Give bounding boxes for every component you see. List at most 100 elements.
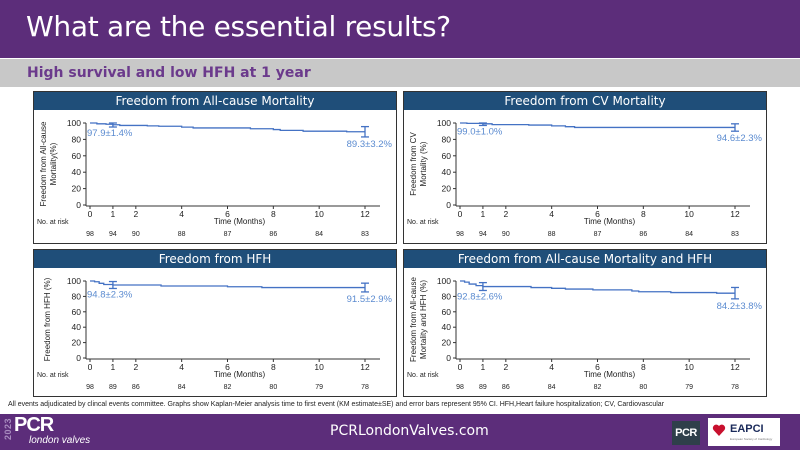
panel-title: Freedom from All-cause Mortality and HFH xyxy=(404,250,766,268)
y-tick-label: 100 xyxy=(67,118,81,128)
risk-count: 83 xyxy=(361,231,369,238)
x-tick-label: 4 xyxy=(549,362,554,372)
y-tick-label: 60 xyxy=(72,151,82,161)
km-curve xyxy=(90,122,365,133)
km-curve xyxy=(90,280,365,289)
x-tick-label: 8 xyxy=(641,362,646,372)
y-tick-label: 40 xyxy=(72,167,82,177)
logo-year: 2023 xyxy=(3,418,13,441)
y-tick-label: 40 xyxy=(442,167,452,177)
x-axis-label: Time (Months) xyxy=(584,370,636,379)
risk-table-label: No. at risk xyxy=(407,372,439,379)
risk-count: 94 xyxy=(109,231,117,238)
x-tick-label: 10 xyxy=(684,362,694,372)
heart-icon xyxy=(712,424,726,436)
error-bar xyxy=(361,125,369,138)
y-axis-label: Mortality(%) xyxy=(49,142,58,185)
x-tick-label: 12 xyxy=(360,362,370,372)
eapci-text: EAPCI xyxy=(730,423,764,435)
risk-count: 79 xyxy=(685,384,693,391)
error-bar xyxy=(361,282,369,293)
risk-count: 84 xyxy=(548,384,556,391)
panel-title: Freedom from All-cause Mortality xyxy=(34,92,396,110)
eapci-logo: EAPCI European Society of Cardiology xyxy=(708,418,780,446)
x-tick-label: 4 xyxy=(549,209,554,219)
footer-url[interactable]: PCRLondonValves.com xyxy=(330,423,489,439)
risk-count: 86 xyxy=(132,384,140,391)
x-tick-label: 2 xyxy=(503,362,508,372)
slide-footer: 2023 PCR london valves PCRLondonValves.c… xyxy=(0,414,800,450)
y-tick-label: 40 xyxy=(442,322,452,332)
y-tick-label: 20 xyxy=(442,338,452,348)
risk-count: 86 xyxy=(502,384,510,391)
risk-count: 88 xyxy=(548,231,556,238)
km-estimate-label: 89.3±3.2% xyxy=(347,139,393,150)
x-tick-label: 10 xyxy=(314,209,324,219)
y-tick-label: 20 xyxy=(72,184,82,194)
y-axis-label: Freedom from CV xyxy=(409,132,418,196)
pcr-badge-logo: PCR xyxy=(672,421,700,445)
y-tick-label: 0 xyxy=(76,353,81,363)
x-tick-label: 12 xyxy=(730,209,740,219)
risk-count: 94 xyxy=(479,231,487,238)
risk-table-label: No. at risk xyxy=(407,219,439,226)
x-axis-label: Time (Months) xyxy=(214,217,266,226)
km-estimate-label: 94.6±2.3% xyxy=(717,133,763,144)
y-tick-label: 60 xyxy=(442,307,452,317)
risk-count: 90 xyxy=(132,231,140,238)
y-tick-label: 20 xyxy=(72,338,82,348)
x-tick-label: 4 xyxy=(179,362,184,372)
error-bar xyxy=(478,281,487,292)
x-tick-label: 4 xyxy=(179,209,184,219)
y-axis-label: Freedom from All-cause xyxy=(409,276,418,361)
pcr-logo-subtitle: london valves xyxy=(29,435,91,446)
y-tick-label: 80 xyxy=(442,134,452,144)
risk-table-label: No. at risk xyxy=(37,219,69,226)
km-estimate-label: 91.5±2.9% xyxy=(347,294,393,305)
km-estimate-label: 97.9±1.4% xyxy=(87,128,133,139)
y-tick-label: 80 xyxy=(442,291,452,301)
x-tick-label: 1 xyxy=(481,362,486,372)
x-tick-label: 2 xyxy=(133,209,138,219)
panel-all-cause-mortality: Freedom from All-cause Mortality 0 20 40 60… xyxy=(33,91,397,244)
risk-count: 90 xyxy=(502,231,510,238)
risk-count: 82 xyxy=(594,384,602,391)
subheader-bar: High survival and low HFH at 1 year xyxy=(0,59,800,87)
risk-count: 89 xyxy=(479,384,487,391)
x-tick-label: 6 xyxy=(225,362,230,372)
y-tick-label: 0 xyxy=(446,200,451,210)
km-estimate-label: 92.8±2.6% xyxy=(457,291,503,302)
y-tick-label: 60 xyxy=(72,307,82,317)
x-tick-label: 0 xyxy=(458,209,463,219)
y-tick-label: 100 xyxy=(67,276,81,286)
x-tick-label: 6 xyxy=(595,362,600,372)
x-tick-label: 8 xyxy=(271,362,276,372)
slide-header: What are the essential results? xyxy=(0,0,800,58)
y-tick-label: 100 xyxy=(437,118,451,128)
y-tick-label: 60 xyxy=(442,151,452,161)
x-axis-label: Time (Months) xyxy=(584,217,636,226)
y-axis-label: Mortality (%) xyxy=(419,141,428,186)
error-bar xyxy=(108,280,117,290)
pcr-logo: PCR xyxy=(14,414,54,436)
risk-count: 84 xyxy=(178,384,186,391)
km-curve xyxy=(460,122,735,129)
x-tick-label: 8 xyxy=(271,209,276,219)
slide-title: What are the essential results? xyxy=(26,10,451,43)
footnote: All events adjudicated by clincal events… xyxy=(8,401,665,408)
x-tick-label: 0 xyxy=(88,209,93,219)
x-axis-label: Time (Months) xyxy=(214,370,266,379)
x-tick-label: 6 xyxy=(225,209,230,219)
risk-count: 98 xyxy=(86,384,94,391)
panel-mortality-and-hfh: Freedom from All-cause Mortality and HFH… xyxy=(403,249,767,397)
x-tick-label: 8 xyxy=(641,209,646,219)
x-tick-label: 1 xyxy=(111,209,116,219)
y-axis-label: Freedom from All-cause xyxy=(39,121,48,206)
risk-count: 88 xyxy=(178,231,186,238)
risk-count: 98 xyxy=(456,384,464,391)
error-bar xyxy=(731,286,739,300)
panel-hfh: Freedom from HFH 0 20 40 60 80 100 0 1 2 4 6 8 10 12 T… xyxy=(33,249,397,397)
panel-title: Freedom from CV Mortality xyxy=(404,92,766,110)
